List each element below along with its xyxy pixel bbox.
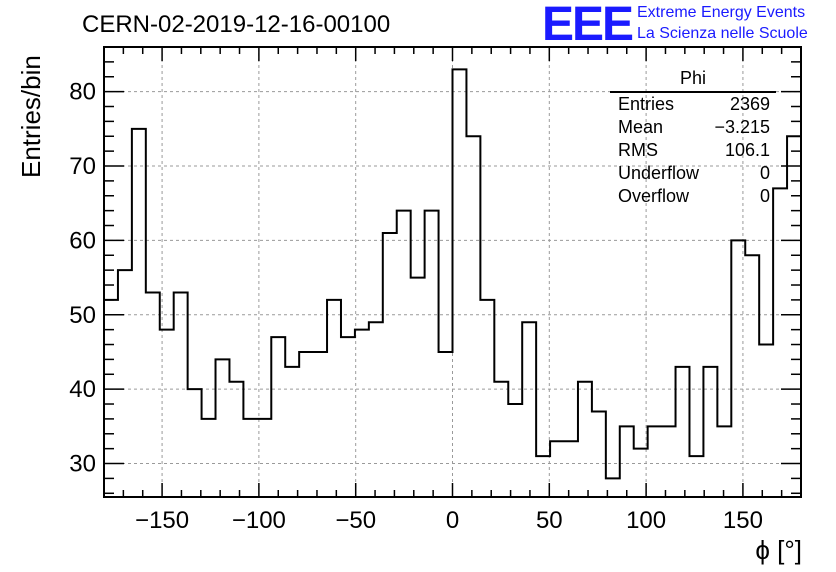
stats-label: RMS (618, 140, 658, 160)
y-tick-label: 40 (69, 376, 96, 403)
stats-label: Entries (618, 94, 675, 114)
axis-ticks (103, 46, 802, 497)
stats-box-title: Phi (610, 68, 776, 93)
stats-row-rms: RMS 106.1 (610, 139, 776, 162)
y-tick-label: 80 (69, 79, 96, 106)
plot-frame (103, 46, 802, 498)
stats-label: Underflow (618, 163, 700, 183)
stats-row-mean: Mean −3.215 (610, 116, 776, 139)
y-tick-label: 50 (69, 302, 96, 329)
stats-label: Overflow (618, 186, 690, 206)
x-tick-label: −150 (135, 507, 189, 534)
stats-row-underflow: Underflow 0 (610, 162, 776, 185)
stats-value: 0 (759, 163, 770, 183)
x-tick-label: 0 (446, 507, 459, 534)
x-tick-label: 150 (723, 507, 763, 534)
y-tick-label: 30 (69, 451, 96, 478)
stats-row-overflow: Overflow 0 (610, 185, 776, 208)
y-axis-label: Entries/bin (16, 55, 46, 178)
x-tick-label: 100 (626, 507, 666, 534)
logo-subtitle-1: Extreme Energy Events (637, 4, 806, 21)
histogram-series-line (104, 68, 801, 480)
stats-value: −3.215 (714, 117, 770, 137)
stats-value: 106.1 (724, 140, 770, 160)
y-tick-label: 70 (69, 153, 96, 180)
stats-value: 2369 (729, 94, 770, 114)
stats-label: Mean (618, 117, 664, 137)
stats-row-entries: Entries 2369 (610, 93, 776, 116)
chart-title: CERN-02-2019-12-16-00100 (82, 11, 391, 38)
x-tick-label: 50 (536, 507, 563, 534)
y-axis-label-container: Entries/bin (8, 55, 46, 179)
stats-box: Phi Entries 2369 Mean −3.215 RMS 106.1 U… (610, 68, 776, 208)
x-axis-label: ϕ [°] (755, 535, 802, 565)
eee-logo: EEE (542, 0, 634, 51)
tick-labels: −150 −100 −50 0 50 100 150 30 40 50 60 70 80 (69, 79, 763, 534)
y-tick-label: 60 (69, 227, 96, 254)
stats-value: 0 (759, 186, 770, 206)
x-tick-label: −100 (232, 507, 286, 534)
logo-subtitle-2: La Scienza nelle Scuole (637, 25, 808, 42)
x-tick-label: −50 (335, 507, 376, 534)
